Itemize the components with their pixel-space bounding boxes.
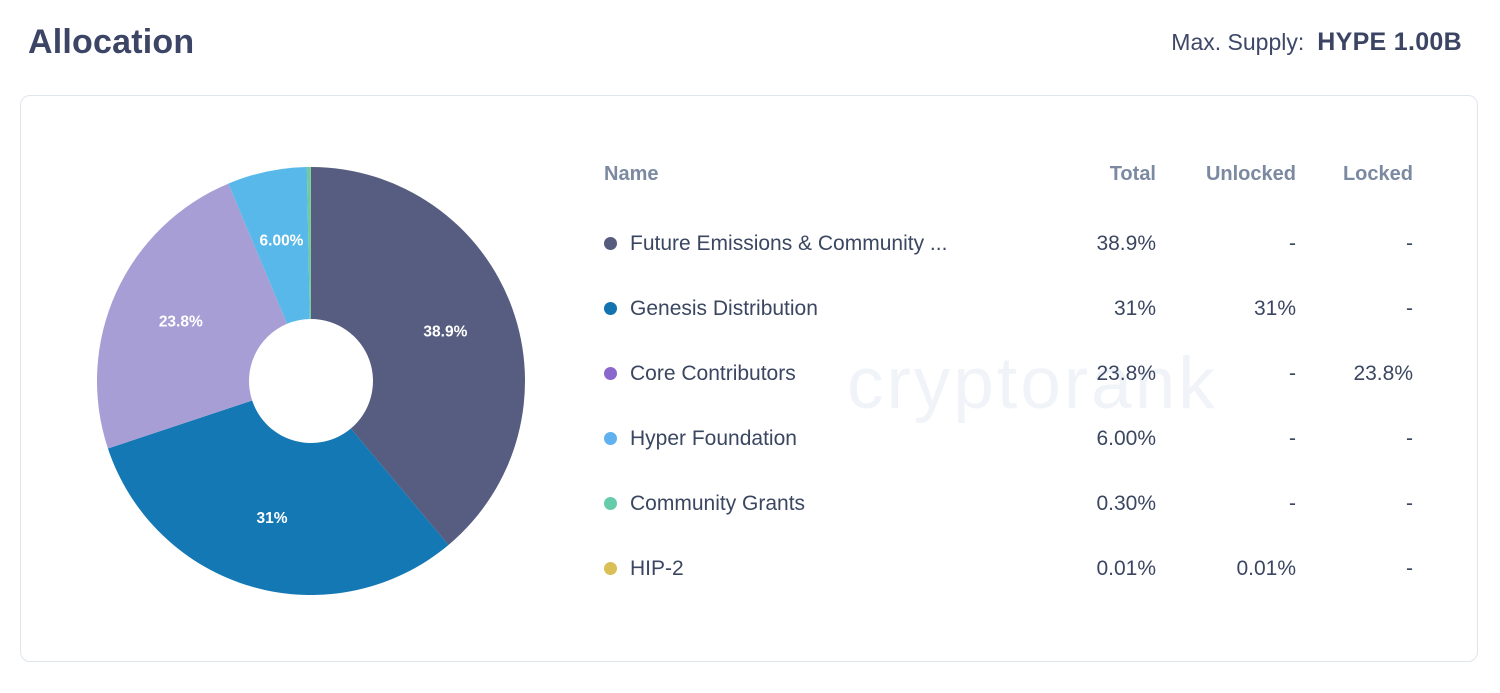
max-supply-label: Max. Supply: <box>1171 28 1305 55</box>
series-color-dot <box>604 237 617 250</box>
row-total: 23.8% <box>1096 361 1156 385</box>
table-header-row: Name Total Unlocked Locked <box>604 149 1413 199</box>
page-header: Allocation Max. Supply: HYPE 1.00B <box>28 14 1462 70</box>
row-unlocked: 0.01% <box>1236 556 1296 580</box>
row-total: 38.9% <box>1096 231 1156 255</box>
row-total: 31% <box>1113 296 1156 320</box>
series-color-dot <box>604 497 617 510</box>
row-name: Community Grants <box>630 491 806 515</box>
allocation-donut-chart[interactable]: 38.9% 31% 23.8% 6.00% <box>91 161 531 601</box>
row-total: 0.30% <box>1096 491 1156 515</box>
allocation-table-body: Future Emissions & Community ... 38.9% -… <box>604 211 1413 601</box>
page-title: Allocation <box>28 22 195 61</box>
donut-slice-4[interactable] <box>228 167 310 324</box>
col-header-unlocked: Unlocked <box>1205 162 1296 185</box>
row-locked: - <box>1406 296 1413 320</box>
table-row[interactable]: Hyper Foundation 6.00% - - <box>604 406 1413 471</box>
row-name: HIP-2 <box>630 556 684 580</box>
donut-slice-label: 38.9% <box>423 324 467 341</box>
row-locked: - <box>1406 231 1413 255</box>
donut-slice-5[interactable] <box>306 167 311 320</box>
donut-slice-label: 23.8% <box>159 313 203 330</box>
table-row[interactable]: Core Contributors 23.8% - 23.8% <box>604 341 1413 406</box>
table-row[interactable]: Genesis Distribution 31% 31% - <box>604 276 1413 341</box>
row-unlocked: - <box>1289 491 1296 515</box>
max-supply-value: HYPE 1.00B <box>1317 27 1462 56</box>
series-color-dot <box>604 562 617 575</box>
row-unlocked: 31% <box>1253 296 1296 320</box>
col-header-name: Name <box>604 162 659 185</box>
row-locked: - <box>1406 426 1413 450</box>
series-color-dot <box>604 367 617 380</box>
row-name: Hyper Foundation <box>630 426 797 450</box>
donut-slice-label: 31% <box>256 510 287 527</box>
row-total: 6.00% <box>1096 426 1156 450</box>
col-header-locked: Locked <box>1342 162 1413 185</box>
row-name: Future Emissions & Community ... <box>630 231 948 255</box>
allocation-table: Name Total Unlocked Locked Future Emissi… <box>604 149 1413 601</box>
donut-slice-3[interactable] <box>96 183 288 449</box>
max-supply: Max. Supply: HYPE 1.00B <box>1171 28 1462 57</box>
watermark-logo: cryptorank <box>847 343 1218 424</box>
table-row[interactable]: Future Emissions & Community ... 38.9% -… <box>604 211 1413 276</box>
donut-slice-label: 6.00% <box>260 233 304 250</box>
row-unlocked: - <box>1289 231 1296 255</box>
row-name: Core Contributors <box>630 361 796 385</box>
row-unlocked: - <box>1289 426 1296 450</box>
row-name: Genesis Distribution <box>630 296 818 320</box>
row-unlocked: - <box>1289 361 1296 385</box>
row-locked: - <box>1406 556 1413 580</box>
table-row[interactable]: Community Grants 0.30% - - <box>604 471 1413 536</box>
series-color-dot <box>604 432 617 445</box>
donut-slice-2[interactable] <box>107 400 449 596</box>
col-header-total: Total <box>1109 162 1156 185</box>
allocation-card: cryptorank 38.9% 31% 23.8% 6.00% Name Total… <box>20 95 1478 662</box>
row-locked: 23.8% <box>1353 361 1413 385</box>
donut-slice-1[interactable] <box>311 167 526 545</box>
series-color-dot <box>604 302 617 315</box>
row-total: 0.01% <box>1096 556 1156 580</box>
row-locked: - <box>1406 491 1413 515</box>
table-row[interactable]: HIP-2 0.01% 0.01% - <box>604 536 1413 601</box>
